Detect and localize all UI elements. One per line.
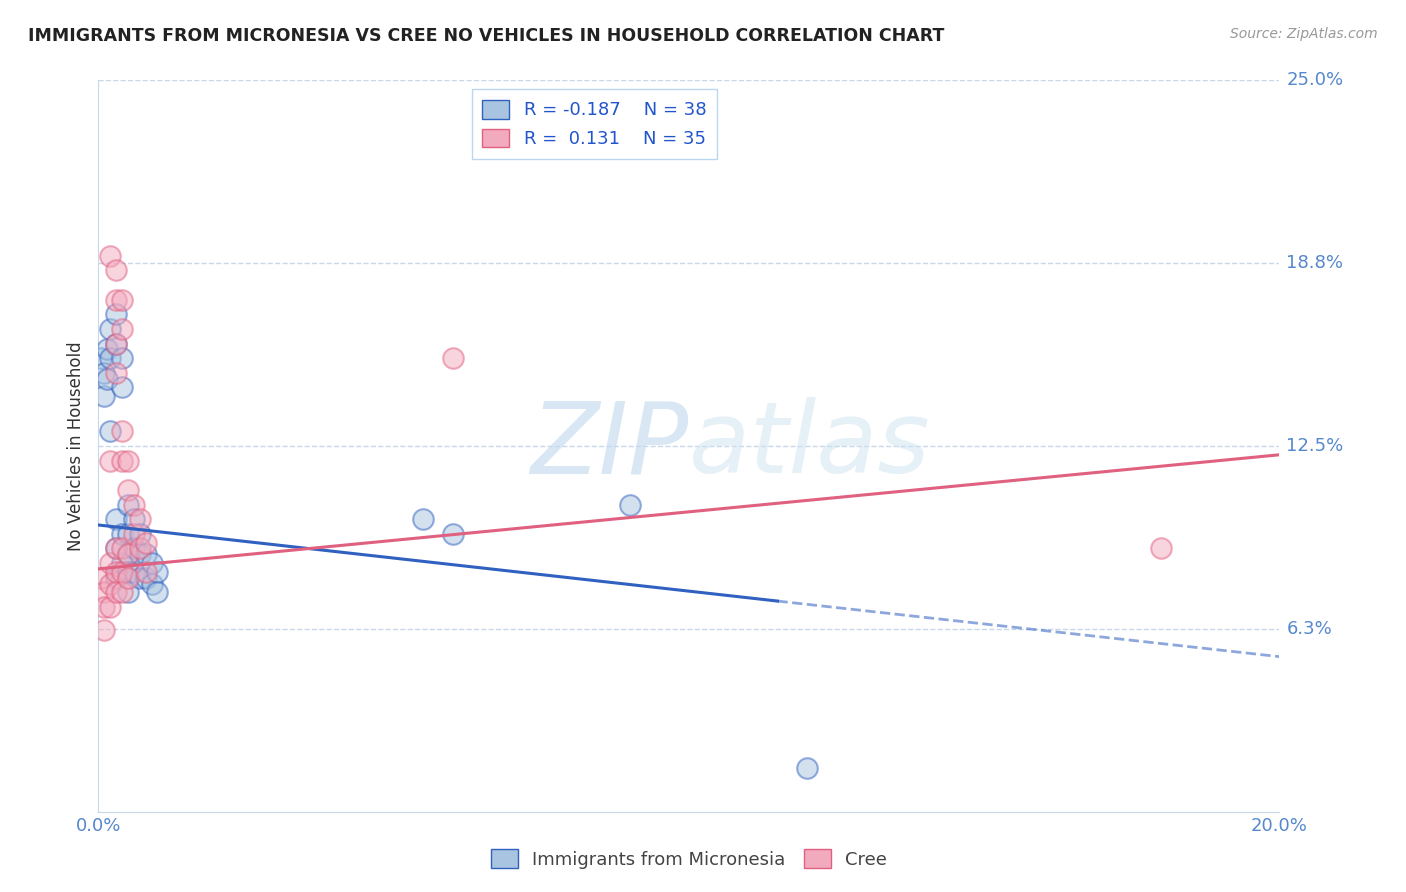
Point bbox=[141, 576, 163, 591]
Point bbox=[111, 526, 134, 541]
Point bbox=[141, 556, 163, 570]
Text: IMMIGRANTS FROM MICRONESIA VS CREE NO VEHICLES IN HOUSEHOLD CORRELATION CHART: IMMIGRANTS FROM MICRONESIA VS CREE NO VE… bbox=[28, 27, 945, 45]
Point bbox=[122, 498, 145, 512]
Point bbox=[111, 351, 134, 366]
Point bbox=[128, 512, 150, 526]
Point bbox=[412, 512, 434, 526]
Point bbox=[135, 565, 157, 579]
Point bbox=[105, 512, 128, 526]
Point bbox=[96, 372, 118, 386]
Point bbox=[93, 585, 115, 599]
Point bbox=[135, 571, 157, 585]
Point bbox=[117, 547, 139, 561]
Point bbox=[122, 541, 145, 556]
Point bbox=[90, 571, 112, 585]
Point bbox=[111, 380, 134, 394]
Text: 18.8%: 18.8% bbox=[1286, 254, 1344, 272]
Point bbox=[105, 366, 128, 380]
Point bbox=[105, 336, 128, 351]
Point bbox=[117, 565, 139, 579]
Legend: Immigrants from Micronesia, Cree: Immigrants from Micronesia, Cree bbox=[484, 842, 894, 876]
Point bbox=[122, 526, 145, 541]
Point bbox=[98, 556, 121, 570]
Point bbox=[105, 263, 128, 277]
Point bbox=[93, 624, 115, 638]
Text: 25.0%: 25.0% bbox=[1286, 71, 1344, 89]
Text: 12.5%: 12.5% bbox=[1286, 437, 1344, 455]
Point bbox=[128, 571, 150, 585]
Point bbox=[90, 351, 112, 366]
Point bbox=[117, 483, 139, 497]
Point bbox=[117, 585, 139, 599]
Point bbox=[1150, 541, 1173, 556]
Text: 6.3%: 6.3% bbox=[1286, 620, 1333, 638]
Point bbox=[441, 526, 464, 541]
Point bbox=[111, 425, 134, 439]
Point bbox=[98, 351, 121, 366]
Point bbox=[98, 322, 121, 336]
Point bbox=[111, 541, 134, 556]
Point bbox=[128, 547, 150, 561]
Y-axis label: No Vehicles in Household: No Vehicles in Household bbox=[67, 341, 86, 551]
Point bbox=[117, 453, 139, 467]
Point bbox=[105, 336, 128, 351]
Point bbox=[111, 453, 134, 467]
Point bbox=[98, 576, 121, 591]
Point bbox=[111, 556, 134, 570]
Point bbox=[93, 366, 115, 380]
Point bbox=[93, 599, 115, 614]
Point bbox=[105, 541, 128, 556]
Point bbox=[98, 249, 121, 263]
Text: Source: ZipAtlas.com: Source: ZipAtlas.com bbox=[1230, 27, 1378, 41]
Point bbox=[122, 565, 145, 579]
Text: ZIP: ZIP bbox=[530, 398, 689, 494]
Point bbox=[796, 761, 818, 775]
Point bbox=[117, 498, 139, 512]
Point bbox=[117, 571, 139, 585]
Point bbox=[128, 541, 150, 556]
Point bbox=[105, 571, 128, 585]
Point bbox=[93, 389, 115, 403]
Point bbox=[111, 565, 134, 579]
Point bbox=[135, 547, 157, 561]
Point bbox=[98, 425, 121, 439]
Point bbox=[111, 322, 134, 336]
Point bbox=[146, 585, 169, 599]
Point bbox=[98, 453, 121, 467]
Point bbox=[111, 293, 134, 307]
Point bbox=[111, 585, 134, 599]
Point bbox=[117, 547, 139, 561]
Point bbox=[122, 512, 145, 526]
Point bbox=[128, 526, 150, 541]
Text: atlas: atlas bbox=[689, 398, 931, 494]
Point bbox=[98, 599, 121, 614]
Point bbox=[105, 293, 128, 307]
Point bbox=[146, 565, 169, 579]
Point bbox=[619, 498, 641, 512]
Point bbox=[105, 565, 128, 579]
Point bbox=[105, 307, 128, 321]
Point bbox=[96, 343, 118, 357]
Point bbox=[441, 351, 464, 366]
Point bbox=[117, 526, 139, 541]
Point bbox=[105, 585, 128, 599]
Point bbox=[105, 541, 128, 556]
Point bbox=[135, 535, 157, 549]
